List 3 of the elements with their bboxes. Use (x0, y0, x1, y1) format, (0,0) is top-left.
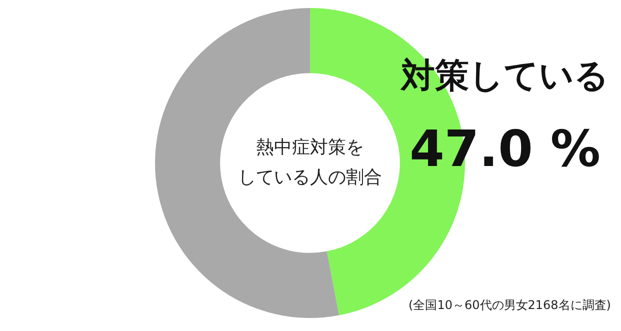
text: 熱中症対策をしている人の割合 (237, 136, 383, 190)
slice-label: 対策している (400, 56, 609, 96)
text: (全国10～60代の男女2168名に調査) (408, 297, 611, 314)
